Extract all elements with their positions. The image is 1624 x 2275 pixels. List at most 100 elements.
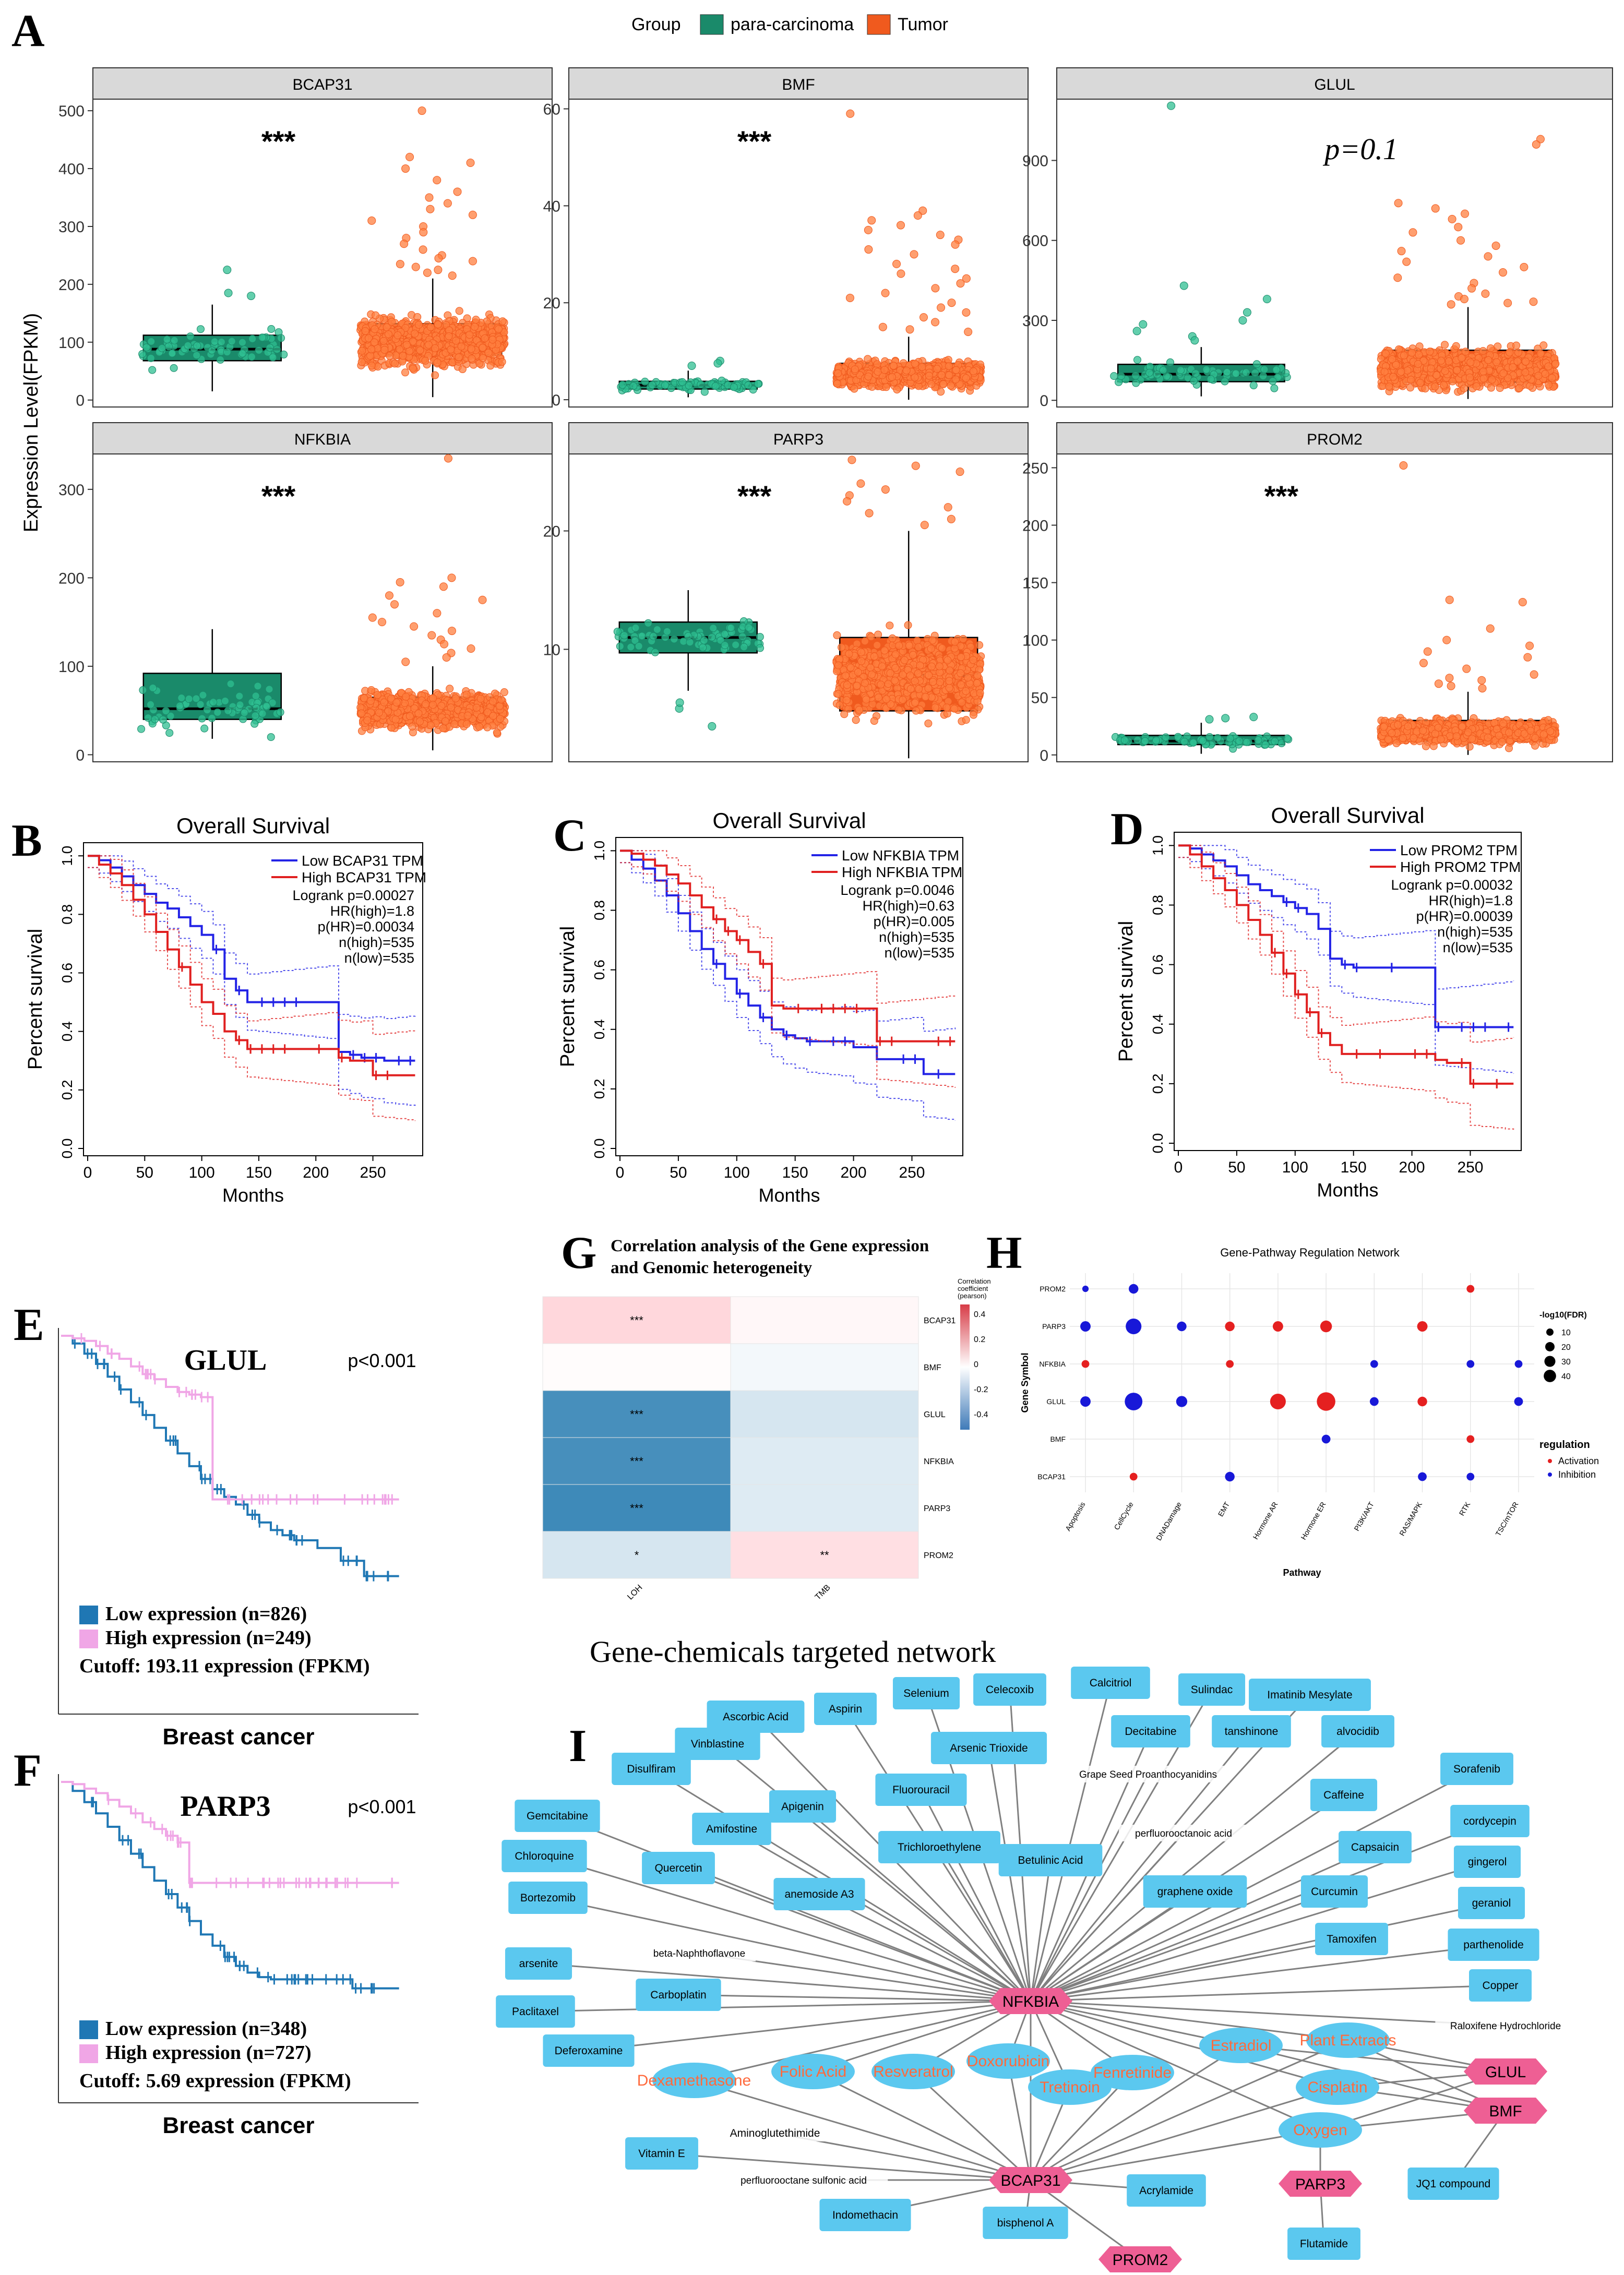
data-point bbox=[414, 709, 423, 717]
data-point bbox=[217, 338, 225, 346]
data-point bbox=[267, 325, 276, 333]
data-point bbox=[386, 352, 394, 360]
data-point bbox=[927, 644, 935, 653]
outlier-point bbox=[845, 293, 854, 302]
data-point bbox=[1131, 372, 1140, 380]
y-tick-label: 300 bbox=[58, 219, 85, 236]
y-tick-label: 600 bbox=[1022, 233, 1048, 250]
data-point bbox=[644, 619, 652, 627]
outlier-point bbox=[433, 609, 441, 618]
data-point bbox=[1132, 379, 1140, 387]
data-point bbox=[488, 336, 497, 344]
data-point bbox=[198, 714, 206, 723]
outlier-point bbox=[401, 657, 410, 666]
panel-label-f: F bbox=[14, 1745, 42, 1796]
data-point bbox=[1506, 348, 1514, 356]
data-point bbox=[163, 336, 171, 344]
outlier-point bbox=[448, 271, 457, 280]
data-point bbox=[648, 381, 656, 389]
data-point bbox=[939, 380, 948, 388]
data-point bbox=[1548, 374, 1556, 382]
data-point bbox=[950, 644, 959, 653]
outlier-point bbox=[247, 292, 256, 301]
facet-title: BCAP31 bbox=[292, 76, 352, 93]
data-point bbox=[488, 697, 497, 705]
data-point bbox=[721, 630, 729, 638]
data-point bbox=[1259, 372, 1268, 380]
data-point bbox=[224, 707, 232, 715]
outlier-point bbox=[442, 653, 451, 662]
data-point bbox=[426, 323, 435, 331]
data-point bbox=[709, 624, 718, 632]
data-point bbox=[496, 715, 504, 723]
outlier-point bbox=[443, 199, 452, 208]
data-point bbox=[493, 728, 501, 737]
data-point bbox=[635, 642, 643, 650]
data-point bbox=[1282, 369, 1290, 377]
outlier-point bbox=[367, 216, 376, 225]
data-point bbox=[238, 349, 247, 357]
data-point bbox=[170, 364, 178, 372]
data-point bbox=[357, 709, 366, 717]
outlier-point bbox=[468, 257, 477, 266]
data-point bbox=[258, 710, 267, 718]
data-point bbox=[756, 644, 764, 652]
data-point bbox=[841, 672, 850, 680]
y-tick-label: 200 bbox=[58, 277, 85, 294]
data-point bbox=[468, 354, 476, 363]
panelA-legend: Group para-carcinoma Tumor bbox=[631, 14, 948, 35]
data-point bbox=[415, 320, 423, 329]
data-point bbox=[433, 358, 441, 367]
data-point bbox=[255, 346, 263, 354]
data-point bbox=[1400, 351, 1408, 360]
outlier-point bbox=[947, 298, 956, 307]
significance-label: p=0.1 bbox=[1322, 132, 1398, 166]
data-point bbox=[913, 637, 921, 645]
data-point bbox=[882, 383, 890, 391]
data-point bbox=[192, 695, 200, 703]
y-tick-label: 40 bbox=[543, 198, 560, 215]
outlier-point bbox=[467, 644, 475, 653]
data-point bbox=[1479, 367, 1487, 376]
data-point bbox=[1207, 375, 1215, 384]
data-point bbox=[467, 345, 475, 353]
data-point bbox=[909, 651, 917, 659]
outlier-point bbox=[468, 210, 477, 219]
data-point bbox=[1515, 384, 1524, 392]
data-point bbox=[165, 729, 174, 737]
outlier-point bbox=[937, 303, 946, 312]
data-point bbox=[1522, 357, 1530, 366]
data-point bbox=[489, 712, 497, 720]
data-point bbox=[1385, 382, 1393, 391]
y-tick-label: 20 bbox=[543, 523, 560, 541]
data-point bbox=[401, 368, 410, 377]
data-point bbox=[481, 334, 489, 342]
data-point bbox=[357, 358, 366, 366]
data-point bbox=[911, 699, 920, 707]
outlier-point bbox=[1454, 223, 1463, 232]
outlier-point bbox=[864, 225, 873, 234]
data-point bbox=[653, 625, 661, 633]
outlier-point bbox=[410, 622, 419, 631]
data-point bbox=[833, 379, 841, 388]
data-point bbox=[361, 327, 369, 335]
data-point bbox=[168, 349, 176, 357]
y-tick-label: 900 bbox=[1022, 152, 1048, 170]
data-point bbox=[380, 345, 389, 354]
data-point bbox=[855, 705, 863, 714]
data-point bbox=[422, 700, 430, 708]
data-point bbox=[366, 697, 375, 705]
data-point bbox=[372, 311, 380, 319]
data-point bbox=[465, 331, 474, 339]
data-point bbox=[426, 721, 435, 729]
data-point bbox=[138, 350, 147, 358]
outlier-point bbox=[931, 318, 940, 327]
data-point bbox=[684, 632, 692, 640]
data-point bbox=[951, 375, 960, 384]
data-point bbox=[627, 643, 635, 651]
data-point bbox=[651, 648, 659, 656]
data-point bbox=[1534, 372, 1543, 380]
